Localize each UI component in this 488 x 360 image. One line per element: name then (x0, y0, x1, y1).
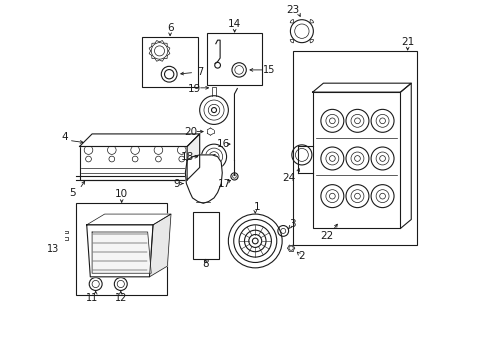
Text: 11: 11 (86, 293, 98, 303)
Text: 1: 1 (253, 202, 260, 212)
Text: 21: 21 (400, 37, 413, 47)
Polygon shape (92, 232, 151, 273)
Text: 23: 23 (285, 5, 299, 15)
Bar (142, 37, 198, 87)
Text: 18: 18 (180, 152, 193, 162)
Text: 8: 8 (202, 259, 209, 269)
Text: 17: 17 (218, 179, 231, 189)
Bar (292, 51, 416, 244)
Text: 13: 13 (47, 244, 60, 254)
Text: 16: 16 (216, 139, 229, 149)
Text: 7: 7 (197, 67, 203, 77)
Wedge shape (309, 19, 313, 23)
Bar (192, 212, 219, 259)
Polygon shape (86, 214, 171, 225)
Wedge shape (289, 39, 293, 43)
Text: 20: 20 (184, 127, 197, 136)
Text: 5: 5 (69, 188, 76, 198)
Bar (76, 203, 167, 295)
Polygon shape (80, 134, 199, 147)
Bar (206, 33, 262, 85)
Text: 19: 19 (187, 84, 201, 94)
Bar (80, 147, 187, 180)
Wedge shape (289, 19, 293, 23)
Text: 6: 6 (166, 23, 173, 33)
Polygon shape (187, 134, 199, 180)
Text: 9: 9 (173, 179, 179, 189)
Text: 22: 22 (320, 231, 333, 240)
Text: 15: 15 (262, 65, 275, 75)
Text: 12: 12 (114, 293, 127, 303)
Text: 4: 4 (62, 132, 68, 142)
Text: 10: 10 (115, 189, 128, 199)
Text: 14: 14 (227, 19, 241, 29)
Polygon shape (149, 214, 171, 277)
Bar (312, 92, 400, 228)
Wedge shape (309, 39, 313, 43)
Polygon shape (86, 225, 153, 277)
Text: 2: 2 (298, 251, 305, 261)
Polygon shape (185, 155, 222, 203)
Text: 3: 3 (288, 219, 295, 229)
Text: 24: 24 (282, 173, 295, 183)
